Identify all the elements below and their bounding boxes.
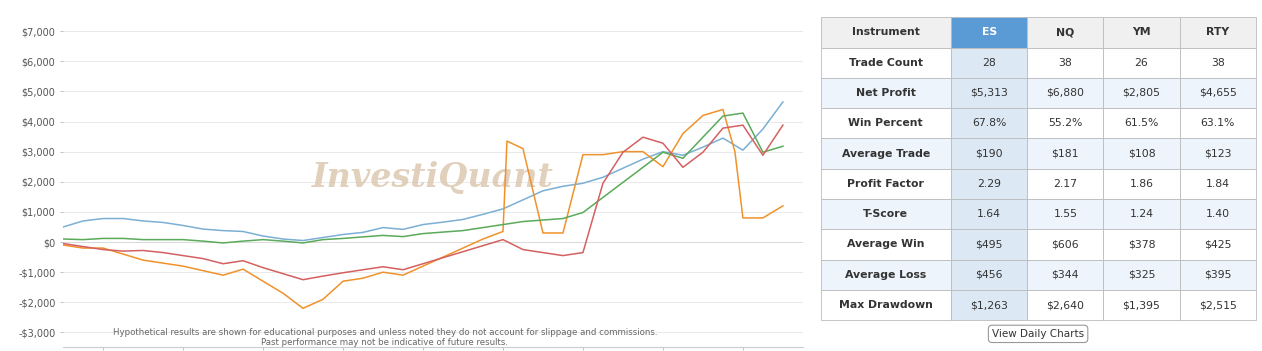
Text: Hypothetical results are shown for educational purposes and unless noted they do: Hypothetical results are shown for educa… [112,328,658,337]
Text: View Daily Charts: View Daily Charts [992,329,1084,339]
Text: InvestiQuant: InvestiQuant [312,161,554,194]
Text: Past performance may not be indicative of future results.: Past performance may not be indicative o… [261,338,509,347]
